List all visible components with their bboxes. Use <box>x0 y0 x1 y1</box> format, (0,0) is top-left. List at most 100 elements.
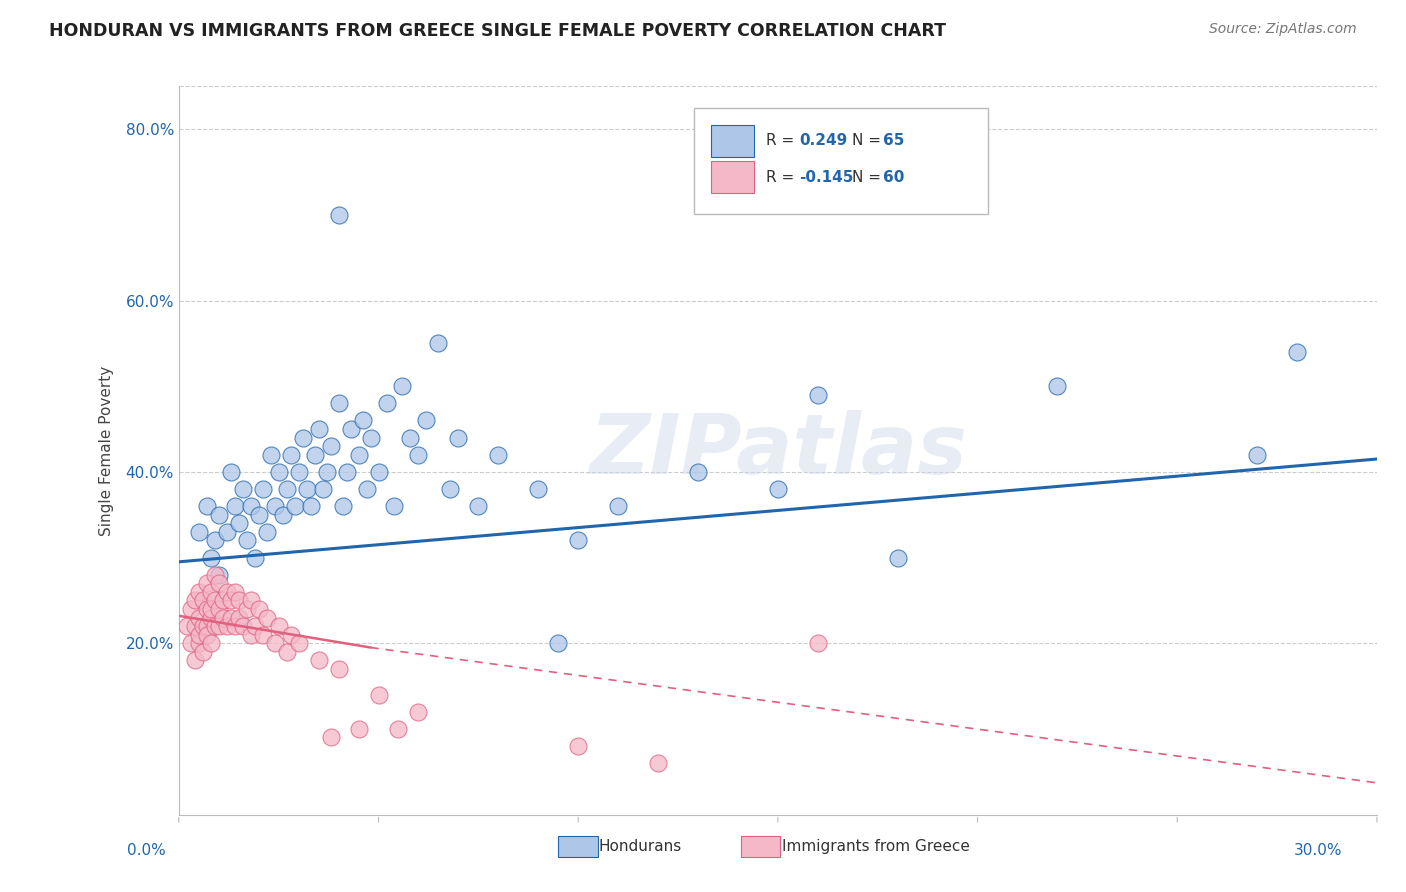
Point <box>184 619 207 633</box>
Point <box>308 422 330 436</box>
Text: 0.249: 0.249 <box>800 134 848 148</box>
Point <box>195 602 218 616</box>
Point <box>187 524 209 539</box>
Text: -0.145: -0.145 <box>800 169 853 185</box>
Point <box>228 593 250 607</box>
Point <box>328 208 350 222</box>
Text: R =: R = <box>766 134 799 148</box>
Point <box>243 619 266 633</box>
Point <box>232 482 254 496</box>
Text: Immigrants from Greece: Immigrants from Greece <box>782 839 970 854</box>
Point <box>287 636 309 650</box>
Point <box>332 499 354 513</box>
Point <box>187 584 209 599</box>
Point <box>686 465 709 479</box>
Point <box>299 499 322 513</box>
Point <box>375 396 398 410</box>
Point <box>200 602 222 616</box>
FancyBboxPatch shape <box>695 108 987 214</box>
Point <box>200 636 222 650</box>
Point <box>447 431 470 445</box>
Point <box>287 465 309 479</box>
Point <box>607 499 630 513</box>
Point <box>208 619 231 633</box>
Point <box>180 636 202 650</box>
Point <box>195 619 218 633</box>
Text: 60: 60 <box>883 169 904 185</box>
Point <box>335 465 357 479</box>
Point <box>328 662 350 676</box>
Point <box>200 584 222 599</box>
Point <box>315 465 337 479</box>
FancyBboxPatch shape <box>711 161 754 194</box>
Point <box>239 627 262 641</box>
Y-axis label: Single Female Poverty: Single Female Poverty <box>100 366 114 535</box>
Point <box>276 482 298 496</box>
Point <box>191 645 214 659</box>
Point <box>211 610 233 624</box>
Text: 0.0%: 0.0% <box>127 843 166 858</box>
Point <box>208 576 231 591</box>
Point <box>408 705 430 719</box>
Point <box>256 610 278 624</box>
Point <box>567 739 589 753</box>
Text: N =: N = <box>852 169 886 185</box>
Point <box>195 627 218 641</box>
Point <box>347 722 370 736</box>
Point <box>319 731 342 745</box>
Text: Source: ZipAtlas.com: Source: ZipAtlas.com <box>1209 22 1357 37</box>
Point <box>187 636 209 650</box>
Point <box>766 482 789 496</box>
Point <box>243 550 266 565</box>
Point <box>360 431 382 445</box>
Point <box>387 722 409 736</box>
Point <box>567 533 589 548</box>
Point <box>291 431 314 445</box>
Point <box>228 516 250 531</box>
Point <box>384 499 406 513</box>
Point <box>208 567 231 582</box>
Point <box>219 593 242 607</box>
Point <box>215 619 238 633</box>
Point <box>1286 345 1309 359</box>
Point <box>204 533 226 548</box>
Point <box>204 567 226 582</box>
Text: HONDURAN VS IMMIGRANTS FROM GREECE SINGLE FEMALE POVERTY CORRELATION CHART: HONDURAN VS IMMIGRANTS FROM GREECE SINGL… <box>49 22 946 40</box>
Point <box>239 593 262 607</box>
Point <box>235 602 257 616</box>
Point <box>211 593 233 607</box>
Point <box>252 482 274 496</box>
Point <box>263 636 285 650</box>
Point <box>260 448 283 462</box>
Point <box>204 619 226 633</box>
Text: 30.0%: 30.0% <box>1295 843 1343 858</box>
Point <box>486 448 509 462</box>
Point <box>439 482 461 496</box>
Point <box>647 756 669 771</box>
Point <box>267 465 290 479</box>
Point <box>319 439 342 453</box>
Point <box>339 422 361 436</box>
Point <box>195 576 218 591</box>
Point <box>180 602 202 616</box>
Point <box>247 602 270 616</box>
Point <box>391 379 413 393</box>
Point <box>176 619 198 633</box>
Point <box>807 636 830 650</box>
Point <box>215 524 238 539</box>
Point <box>239 499 262 513</box>
Point <box>807 388 830 402</box>
Point <box>195 499 218 513</box>
Point <box>356 482 378 496</box>
Point <box>208 508 231 522</box>
Point <box>276 645 298 659</box>
Point <box>219 465 242 479</box>
Point <box>215 584 238 599</box>
Point <box>228 610 250 624</box>
Point <box>415 413 437 427</box>
Point <box>1046 379 1069 393</box>
Point <box>224 499 246 513</box>
Point <box>408 448 430 462</box>
Point <box>347 448 370 462</box>
Point <box>232 619 254 633</box>
